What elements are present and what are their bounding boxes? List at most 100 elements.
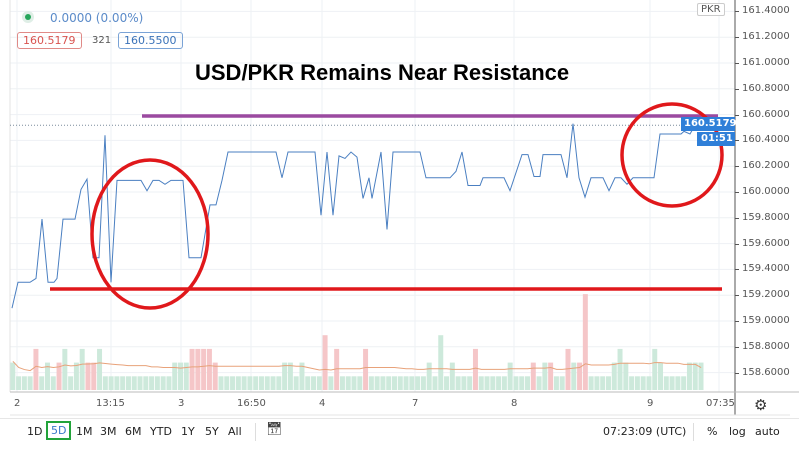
- volume-bar: [178, 362, 183, 390]
- volume-bar: [530, 362, 536, 390]
- volume-bar: [605, 376, 611, 390]
- volume-bar: [120, 376, 126, 390]
- volume-bar: [623, 362, 629, 390]
- volume-bar: [415, 376, 421, 390]
- volume-bar: [56, 362, 62, 390]
- volume-bar: [97, 348, 103, 390]
- volume-bar: [45, 362, 50, 390]
- volume-bar: [212, 362, 218, 390]
- volume-bar: [10, 362, 16, 390]
- spread-value: 321: [92, 35, 112, 46]
- time-tick-label: 7: [412, 398, 419, 409]
- percent-scale-toggle[interactable]: %: [707, 425, 718, 438]
- time-tick-label: 3: [178, 398, 185, 409]
- range-button-5d[interactable]: 5D: [46, 421, 72, 440]
- volume-bar: [125, 376, 131, 390]
- price-tick-mark: [735, 372, 739, 374]
- change-value: 0.0000 (0.00%): [50, 11, 144, 25]
- volume-bar: [397, 376, 403, 390]
- volume-bar: [270, 376, 276, 390]
- price-tick-label: 159.2000: [742, 289, 790, 301]
- volume-bar: [230, 376, 236, 390]
- bid-box[interactable]: 160.5179: [17, 32, 82, 49]
- last-price-tag: 160.5179: [681, 117, 737, 131]
- volume-bar: [91, 362, 97, 390]
- time-tick-label: 2: [14, 398, 21, 409]
- auto-scale-toggle[interactable]: auto: [755, 425, 780, 438]
- volume-bar: [467, 376, 473, 390]
- volume-bar: [21, 376, 27, 390]
- volume-bar: [386, 376, 392, 390]
- range-button-6m[interactable]: 6M: [125, 425, 142, 438]
- volume-bar: [322, 335, 328, 390]
- volume-bar: [79, 348, 85, 390]
- divider: [693, 423, 694, 441]
- volume-bar: [305, 376, 311, 390]
- range-button-ytd[interactable]: YTD: [150, 425, 172, 438]
- volume-bar: [409, 376, 415, 390]
- price-tick-label: 160.0000: [742, 186, 790, 197]
- time-tick-label: 13:15: [96, 398, 125, 409]
- goto-date-calendar-icon[interactable]: 📅︎: [266, 422, 283, 437]
- volume-bar: [108, 376, 114, 390]
- volume-bar: [444, 376, 450, 390]
- volume-bar: [588, 376, 594, 390]
- volume-bar: [478, 376, 484, 390]
- volume-bar: [669, 376, 675, 390]
- highlight-circle-right: [620, 102, 724, 208]
- settings-gear-icon[interactable]: ⚙: [754, 396, 768, 414]
- volume-bar: [16, 376, 22, 390]
- volume-bar: [33, 348, 39, 390]
- volume-bar: [519, 376, 525, 390]
- price-tick-mark: [735, 140, 739, 142]
- volume-bar: [201, 348, 207, 390]
- volume-bar: [420, 376, 426, 390]
- time-tick-label: 9: [647, 398, 654, 409]
- price-tick-mark: [735, 295, 739, 297]
- log-scale-toggle[interactable]: log: [729, 425, 746, 438]
- volume-bar: [617, 348, 623, 390]
- volume-bar: [646, 376, 652, 390]
- price-tick-label: 161.2000: [742, 31, 790, 43]
- volume-bar: [490, 376, 496, 390]
- volume-bar: [160, 376, 166, 390]
- volume-bar: [258, 376, 264, 390]
- volume-moving-average-line: [12, 360, 702, 372]
- volume-bar: [363, 348, 369, 390]
- divider: [255, 423, 256, 441]
- volume-bar: [525, 376, 530, 390]
- volume-bar: [247, 376, 253, 390]
- price-tick-label: 161.0000: [742, 57, 790, 68]
- volume-bar: [154, 376, 160, 390]
- volume-bar: [345, 376, 351, 390]
- range-button-1d[interactable]: 1D: [27, 425, 43, 438]
- volume-bar: [282, 362, 288, 390]
- currency-badge: PKR: [697, 3, 725, 16]
- volume-bar: [264, 376, 270, 390]
- range-button-all[interactable]: All: [228, 425, 242, 438]
- utc-clock[interactable]: 07:23:09 (UTC): [603, 425, 687, 438]
- price-tick-label: 160.4000: [742, 134, 790, 146]
- range-button-3m[interactable]: 3M: [100, 425, 117, 438]
- price-tick-mark: [735, 243, 739, 245]
- range-button-1m[interactable]: 1M: [76, 425, 93, 438]
- volume-bar: [536, 376, 542, 390]
- price-tick-label: 158.8000: [742, 340, 790, 352]
- volume-bar: [368, 376, 374, 390]
- volume-bar: [472, 348, 478, 390]
- ask-box[interactable]: 160.5500: [118, 32, 183, 49]
- price-tick-label: 159.4000: [742, 263, 790, 275]
- volume-bar: [39, 376, 45, 390]
- volume-bar: [166, 376, 172, 390]
- range-button-5y[interactable]: 5Y: [205, 425, 219, 438]
- volume-bar: [334, 348, 340, 390]
- volume-bar: [686, 362, 692, 390]
- volume-bar: [571, 362, 577, 390]
- annotation-title: USD/PKR Remains Near Resistance: [195, 60, 570, 85]
- volume-bar: [189, 348, 195, 390]
- price-tick-mark: [735, 11, 739, 13]
- range-button-1y[interactable]: 1Y: [181, 425, 195, 438]
- price-tick-mark: [735, 321, 739, 322]
- volume-bar: [559, 376, 565, 390]
